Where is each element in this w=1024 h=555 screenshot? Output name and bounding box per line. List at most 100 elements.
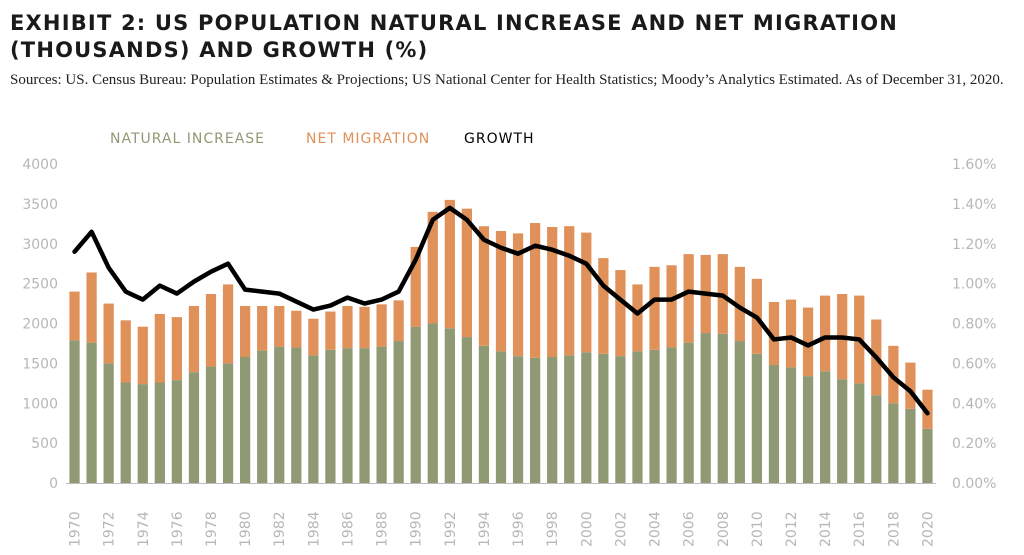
y-tick-label: 3000 (22, 237, 58, 253)
bar-net-migration (683, 254, 694, 343)
y2-tick-label: 1.20% (952, 237, 996, 253)
bar-net-migration (666, 265, 677, 348)
bar-natural-increase (461, 337, 472, 483)
bar-net-migration (86, 272, 97, 343)
bar-net-migration (308, 318, 319, 356)
x-tick-label: 1994 (477, 511, 493, 547)
bar-net-migration (274, 305, 285, 347)
y2-tick-label: 0.80% (952, 317, 996, 333)
x-tick-label: 1990 (409, 511, 425, 547)
bar-natural-increase (342, 348, 353, 483)
bar-natural-increase (632, 351, 643, 483)
bar-net-migration (495, 230, 507, 352)
bar-natural-increase (69, 340, 80, 483)
legend-item-growth: GROWTH (464, 131, 535, 147)
bar-natural-increase (854, 383, 865, 483)
bar-natural-increase (154, 382, 165, 483)
bar-natural-increase (564, 355, 575, 483)
x-tick-label: 1984 (306, 511, 322, 547)
x-tick-label: 1970 (68, 511, 84, 547)
y-tick-label: 500 (31, 436, 58, 452)
bar-natural-increase (205, 366, 217, 483)
y2-tick-label: 1.00% (952, 277, 996, 293)
bar-natural-increase (888, 403, 899, 483)
bar-net-migration (768, 301, 780, 365)
bar-natural-increase (478, 345, 490, 483)
y-tick-label: 2500 (22, 277, 58, 293)
bar-net-migration (376, 304, 387, 347)
bar-natural-increase (359, 348, 370, 483)
bar-net-migration (598, 258, 609, 354)
bar-net-migration (734, 266, 745, 342)
bar-net-migration (512, 233, 524, 357)
bar-net-migration (444, 199, 455, 329)
x-tick-label: 2002 (613, 511, 629, 547)
bar-natural-increase (598, 353, 609, 483)
x-tick-label: 2018 (886, 511, 902, 547)
bar-net-migration (632, 284, 643, 352)
left-y-axis: 0 500 1000 1500 2000 2500 3000 3500 4000 (22, 157, 58, 492)
bar-natural-increase (785, 367, 797, 483)
bar-natural-increase (581, 352, 592, 483)
bar-net-migration (103, 303, 114, 364)
bar-net-migration (547, 227, 558, 357)
bar-net-migration (188, 305, 200, 373)
bar-net-migration (291, 310, 302, 348)
line-growth (72, 205, 930, 416)
bar-natural-increase (291, 347, 302, 483)
y2-tick-label: 1.40% (952, 197, 996, 213)
x-tick-label: 1992 (443, 511, 459, 547)
bar-net-migration (137, 326, 148, 385)
bar-net-migration (154, 313, 165, 383)
bar-net-migration (820, 295, 831, 372)
right-y-axis: 0.00% 0.20% 0.40% 0.60% 0.80% 1.00% 1.20% 1.40%… (952, 157, 996, 492)
bar-net-migration (393, 300, 404, 342)
bar-natural-increase (717, 333, 728, 483)
bar-natural-increase (751, 353, 762, 483)
bar-natural-increase (734, 341, 745, 483)
bar-natural-increase (410, 326, 421, 483)
y-tick-label: 2000 (22, 317, 58, 333)
bar-net-migration (171, 317, 182, 381)
x-tick-label: 2010 (750, 511, 766, 547)
bar-net-migration (530, 223, 541, 358)
bar-natural-increase (820, 371, 831, 483)
x-tick-label: 2004 (648, 511, 664, 547)
bar-natural-increase (444, 328, 455, 483)
bar-natural-increase (137, 384, 148, 483)
bar-natural-increase (257, 350, 268, 483)
bar-natural-increase (86, 342, 97, 483)
bar-natural-increase (427, 323, 438, 483)
x-tick-label: 1980 (238, 511, 254, 547)
chart-title: EXHIBIT 2: US POPULATION NATURAL INCREAS… (10, 11, 899, 62)
y-tick-label: 0 (49, 476, 58, 492)
bar-natural-increase (905, 408, 916, 483)
bar-natural-increase (222, 363, 234, 484)
bar-natural-increase (530, 357, 541, 483)
x-tick-label: 2000 (579, 511, 595, 547)
bar-natural-increase (649, 349, 660, 483)
bar-net-migration (581, 232, 592, 353)
line-layer (72, 205, 930, 416)
bar-net-migration (205, 293, 217, 367)
bar-net-migration (325, 311, 336, 350)
y2-tick-label: 0.20% (952, 436, 996, 452)
chart-subtitle: Sources: US. Census Bureau: Population E… (10, 72, 1004, 88)
bar-net-migration (615, 270, 626, 357)
x-tick-label: 1988 (375, 511, 391, 547)
x-tick-label: 1982 (272, 511, 288, 547)
bar-natural-increase (393, 341, 404, 483)
y2-tick-label: 0.60% (952, 356, 996, 372)
bar-natural-increase (837, 379, 848, 483)
bar-natural-increase (615, 356, 626, 483)
bar-net-migration (461, 208, 472, 338)
x-tick-label: 2020 (920, 511, 936, 547)
bar-natural-increase (802, 376, 814, 483)
x-tick-label: 1976 (170, 511, 186, 547)
bar-natural-increase (120, 382, 131, 483)
bar-net-migration (69, 291, 80, 341)
x-tick-label: 1978 (204, 511, 220, 547)
bar-net-migration (410, 246, 421, 327)
y-tick-label: 1000 (22, 396, 58, 412)
